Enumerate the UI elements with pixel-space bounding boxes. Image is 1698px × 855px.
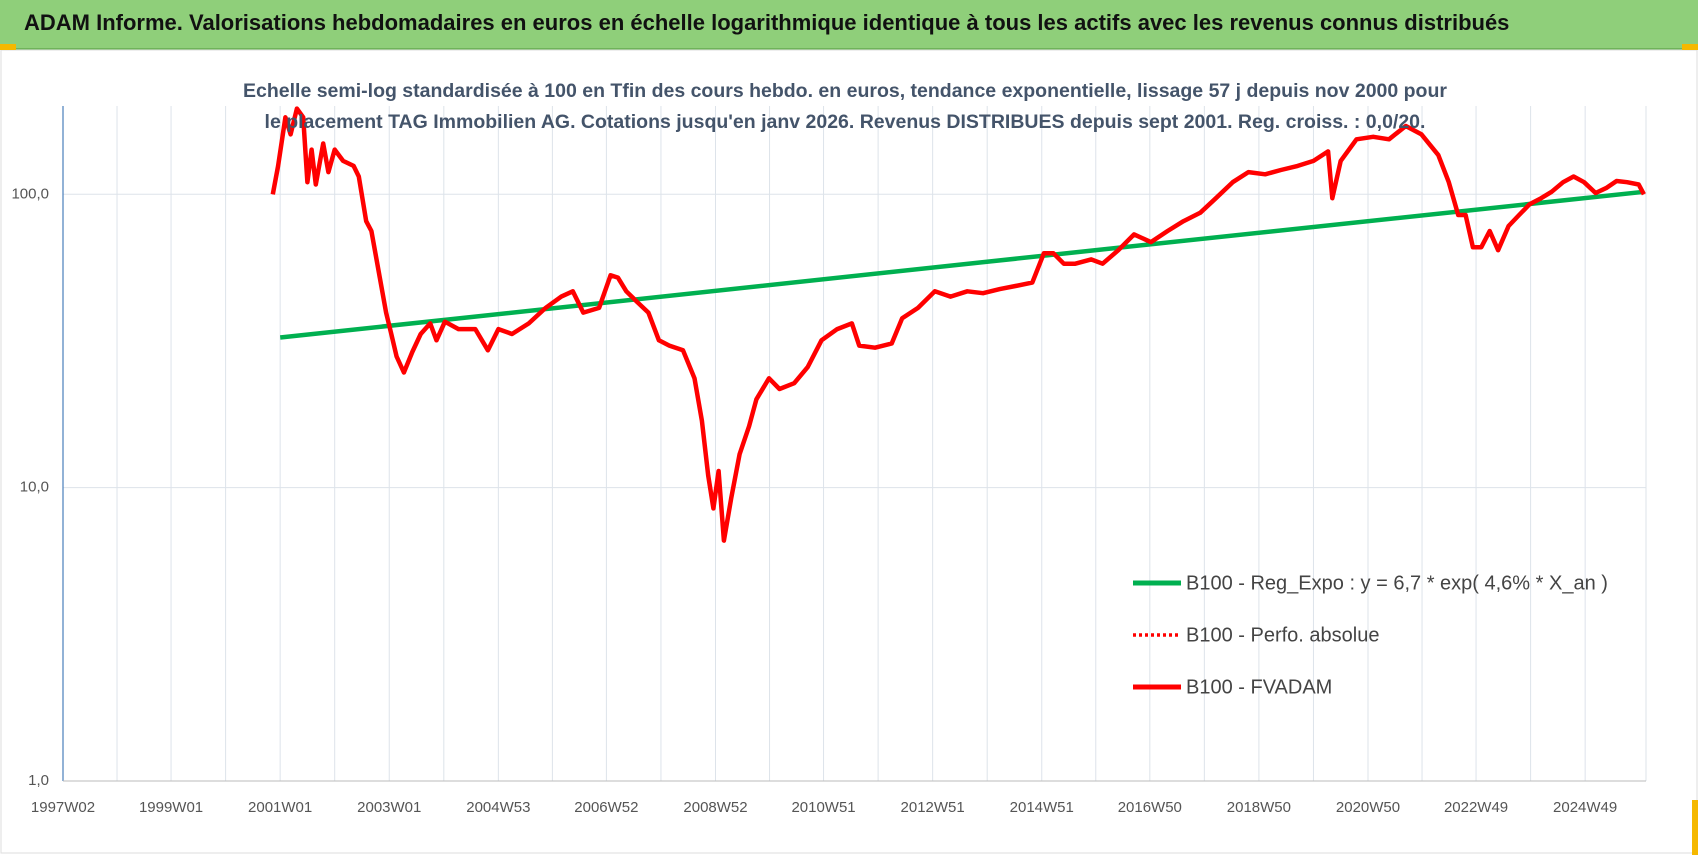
x-tick-label: 2001W01 xyxy=(248,799,312,816)
y-tick-label: 1,0 xyxy=(28,772,49,789)
header-bar xyxy=(0,0,1698,50)
x-tick-label: 2006W52 xyxy=(574,799,638,816)
corner xyxy=(1682,44,1698,50)
x-tick-label: 2022W49 xyxy=(1444,799,1508,816)
corner xyxy=(1692,800,1698,855)
x-tick-label: 2008W52 xyxy=(683,799,747,816)
chart-subtitle: Echelle semi-log standardisée à 100 en T… xyxy=(243,80,1447,133)
chart-title: ADAM Informe. Valorisations hebdomadaire… xyxy=(24,10,1510,35)
x-tick-label: 2016W50 xyxy=(1118,799,1182,816)
y-tick-label: 100,0 xyxy=(11,185,49,202)
x-tick-label: 2003W01 xyxy=(357,799,421,816)
legend-label: B100 - Reg_Expo : y = 6,7 * exp( 4,6% * … xyxy=(1186,572,1608,594)
corner xyxy=(0,44,16,50)
x-tick-label: 2020W50 xyxy=(1336,799,1400,816)
y-tick-label: 10,0 xyxy=(20,479,49,496)
x-tick-label: 1997W02 xyxy=(31,799,95,816)
series-line xyxy=(271,107,1646,543)
legend-label: B100 - Perfo. absolue xyxy=(1186,624,1379,646)
series-line xyxy=(270,106,1646,543)
x-tick-label: 2014W51 xyxy=(1010,799,1074,816)
x-tick-label: 2024W49 xyxy=(1553,799,1617,816)
x-tick-label: 1999W01 xyxy=(139,799,203,816)
x-tick-label: 2010W51 xyxy=(791,799,855,816)
legend-label: B100 - FVADAM xyxy=(1186,676,1332,698)
x-tick-label: 2012W51 xyxy=(901,799,965,816)
x-tick-label: 2004W53 xyxy=(466,799,530,816)
series-line xyxy=(279,189,1645,340)
x-tick-label: 2018W50 xyxy=(1227,799,1291,816)
frame xyxy=(0,49,1698,854)
